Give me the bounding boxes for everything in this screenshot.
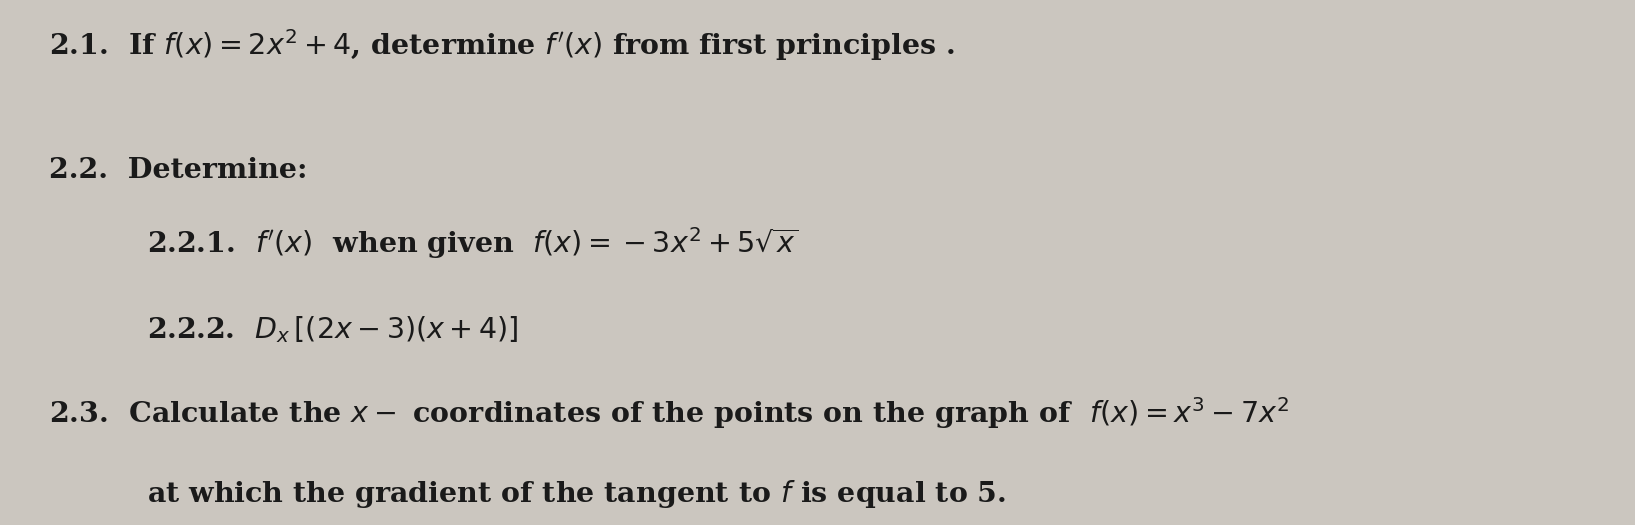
Text: 2.3.  Calculate the $x -$ coordinates of the points on the graph of  $f(x) = x^3: 2.3. Calculate the $x -$ coordinates of … [49, 395, 1290, 431]
Text: at which the gradient of the tangent to $f$ is equal to 5.: at which the gradient of the tangent to … [147, 478, 1007, 510]
Text: 2.2.2.  $D_x\, [(2x - 3)(x + 4)]$: 2.2.2. $D_x\, [(2x - 3)(x + 4)]$ [147, 314, 518, 345]
Text: 2.2.  Determine:: 2.2. Determine: [49, 156, 307, 184]
Text: 2.1.  If $f(x) = 2x^2 + 4$, determine $f'(x)$ from first principles .: 2.1. If $f(x) = 2x^2 + 4$, determine $f'… [49, 27, 955, 63]
Text: 2.2.1.  $f'(x)$  when given  $f(x) = -3x^2 + 5\sqrt{x}$: 2.2.1. $f'(x)$ when given $f(x) = -3x^2 … [147, 225, 800, 261]
